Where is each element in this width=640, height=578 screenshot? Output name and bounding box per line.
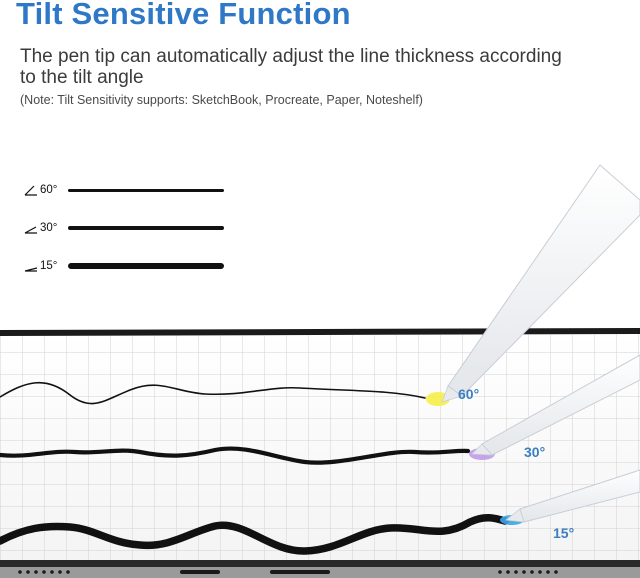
legend-row-60: 60° [24,182,224,198]
speaker-grille [18,570,558,574]
legend-row-15: 15° [24,258,224,274]
legend-line-60 [68,188,224,192]
legend-line-15 [68,263,224,269]
angle-icon [24,226,37,234]
tilt-label-30: 30° [524,444,546,460]
stylus-15 [504,469,640,523]
tilt-label-15: 15° [553,525,575,541]
tip-glow-60 [426,392,450,406]
legend-angle-60: 60° [24,184,68,196]
legend-angle-15: 15° [24,260,68,272]
stylus-60 [441,164,640,403]
compatibility-note: (Note: Tilt Sensitivity supports: Sketch… [20,93,423,107]
legend-angle-30: 30° [24,222,68,234]
angle-icon [24,185,37,196]
legend-row-30: 30° [24,220,224,236]
page-title: Tilt Sensitive Function [16,0,351,31]
legend-line-30 [68,226,224,230]
stroke-60 [0,381,426,405]
legend-label-15: 15° [40,260,58,272]
legend-label-30: 30° [40,222,58,234]
stylus-30 [471,354,640,456]
stroke-30 [0,446,471,465]
stroke-15 [0,514,509,555]
tilt-label-60: 60° [458,386,480,402]
angle-icon [24,267,38,272]
description-text: The pen tip can automatically adjust the… [20,46,562,88]
legend-label-60: 60° [40,184,58,196]
